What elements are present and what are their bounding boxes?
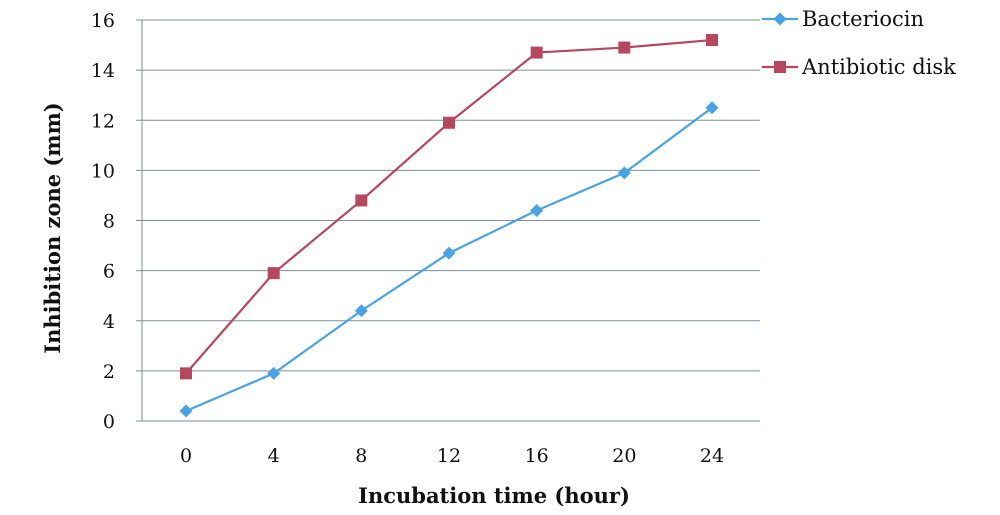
gridlines	[136, 19, 760, 422]
data-point	[354, 304, 368, 318]
x-tick-label: 24	[700, 445, 724, 467]
data-point	[443, 116, 455, 129]
data-point	[530, 46, 543, 59]
y-tick-label: 2	[103, 361, 115, 383]
series-line	[185, 38, 713, 375]
y-tick-label: 6	[103, 261, 115, 283]
legend-item: Antibiotic disk	[762, 55, 956, 79]
data-point	[530, 203, 544, 217]
legend-item: Bacteriocin	[762, 7, 924, 31]
x-tick-label: 16	[525, 445, 549, 467]
y-tick-labels: 0 2 4 6 8 10 12 14 16	[91, 10, 115, 433]
axes	[141, 20, 760, 422]
legend-label: Bacteriocin	[802, 7, 924, 31]
data-point	[618, 41, 631, 54]
y-tick-label: 10	[91, 160, 115, 182]
data-point	[180, 367, 192, 380]
data-point	[267, 267, 280, 280]
y-tick-label: 8	[103, 211, 115, 233]
y-tick-label: 0	[103, 411, 115, 433]
x-tick-label: 12	[437, 445, 461, 467]
y-tick-label: 16	[91, 10, 115, 32]
y-tick-label: 14	[91, 60, 115, 82]
x-tick-label: 20	[612, 445, 636, 467]
x-tick-label: 8	[355, 445, 367, 467]
data-point	[706, 34, 718, 47]
data-point	[705, 101, 719, 115]
legend: Bacteriocin Antibiotic disk	[762, 7, 956, 79]
series-antibiotic-disk	[180, 34, 718, 380]
x-axis-title: Incubation time (hour)	[358, 483, 630, 508]
y-axis-title: Inhibition zone (mm)	[40, 102, 65, 353]
x-tick-label: 4	[268, 445, 280, 467]
series-bacteriocin	[179, 101, 719, 418]
y-tick-label: 4	[103, 311, 115, 333]
data-series	[179, 34, 719, 418]
legend-label: Antibiotic disk	[801, 55, 956, 79]
data-point	[442, 246, 456, 260]
x-tick-label: 0	[180, 445, 192, 467]
data-point	[355, 194, 368, 207]
legend-marker	[773, 12, 787, 26]
data-point	[179, 404, 193, 418]
legend-marker	[774, 61, 786, 73]
x-tick-labels: 0 4 8 12 16 20 24	[180, 445, 724, 467]
data-point	[267, 366, 281, 380]
data-point	[617, 166, 631, 180]
y-tick-label: 12	[91, 110, 115, 132]
